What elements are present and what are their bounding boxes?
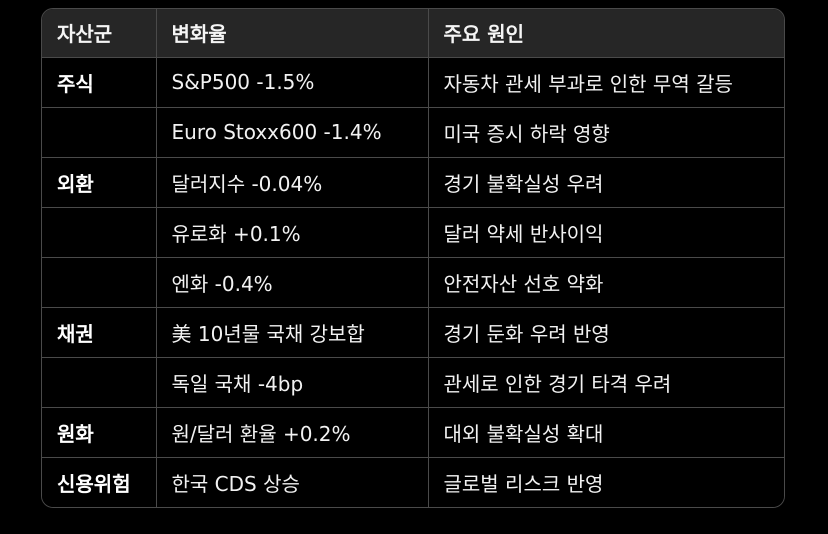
cause-cell: 경기 둔화 우려 반영	[428, 307, 784, 358]
table-row: 주식 S&P500 -1.5% 자동차 관세 부과로 인한 무역 갈등	[42, 57, 784, 108]
table-row: 외환 달러지수 -0.04% 경기 불확실성 우려	[42, 157, 784, 208]
category-cell: 원화	[42, 407, 157, 458]
table-row: 채권 美 10년물 국채 강보합 경기 둔화 우려 반영	[42, 307, 784, 358]
cause-cell: 대외 불확실성 확대	[428, 407, 784, 458]
table-row: 독일 국채 -4bp 관세로 인한 경기 타격 우려	[42, 357, 784, 408]
category-cell: 외환	[42, 157, 157, 208]
cause-cell: 달러 약세 반사이익	[428, 207, 784, 258]
table-row: Euro Stoxx600 -1.4% 미국 증시 하락 영향	[42, 107, 784, 158]
cause-cell: 경기 불확실성 우려	[428, 157, 784, 208]
table-header-row: 자산군 변화율 주요 원인	[42, 9, 784, 58]
change-cell: 엔화 -0.4%	[156, 257, 429, 308]
change-cell: 한국 CDS 상승	[156, 457, 429, 507]
table-row: 신용위험 한국 CDS 상승 글로벌 리스크 반영	[42, 457, 784, 507]
change-cell: 유로화 +0.1%	[156, 207, 429, 258]
asset-change-table-container: 자산군 변화율 주요 원인 주식 S&P500 -1.5% 자동차 관세 부과로…	[41, 8, 785, 508]
category-cell	[42, 107, 157, 158]
header-main-cause: 주요 원인	[428, 9, 784, 58]
table-row: 엔화 -0.4% 안전자산 선호 약화	[42, 257, 784, 308]
category-cell	[42, 207, 157, 258]
category-cell	[42, 257, 157, 308]
category-cell: 주식	[42, 57, 157, 108]
change-cell: 달러지수 -0.04%	[156, 157, 429, 208]
cause-cell: 글로벌 리스크 반영	[428, 457, 784, 507]
cause-cell: 미국 증시 하락 영향	[428, 107, 784, 158]
category-cell: 신용위험	[42, 457, 157, 507]
cause-cell: 관세로 인한 경기 타격 우려	[428, 357, 784, 408]
category-cell: 채권	[42, 307, 157, 358]
asset-change-table: 자산군 변화율 주요 원인 주식 S&P500 -1.5% 자동차 관세 부과로…	[42, 9, 784, 507]
header-change-rate: 변화율	[156, 9, 429, 58]
change-cell: Euro Stoxx600 -1.4%	[156, 107, 429, 158]
cause-cell: 자동차 관세 부과로 인한 무역 갈등	[428, 57, 784, 108]
category-cell	[42, 357, 157, 408]
change-cell: 美 10년물 국채 강보합	[156, 307, 429, 358]
table-row: 원화 원/달러 환율 +0.2% 대외 불확실성 확대	[42, 407, 784, 458]
cause-cell: 안전자산 선호 약화	[428, 257, 784, 308]
table-row: 유로화 +0.1% 달러 약세 반사이익	[42, 207, 784, 258]
change-cell: 원/달러 환율 +0.2%	[156, 407, 429, 458]
header-asset-class: 자산군	[42, 9, 157, 58]
change-cell: 독일 국채 -4bp	[156, 357, 429, 408]
change-cell: S&P500 -1.5%	[156, 57, 429, 108]
